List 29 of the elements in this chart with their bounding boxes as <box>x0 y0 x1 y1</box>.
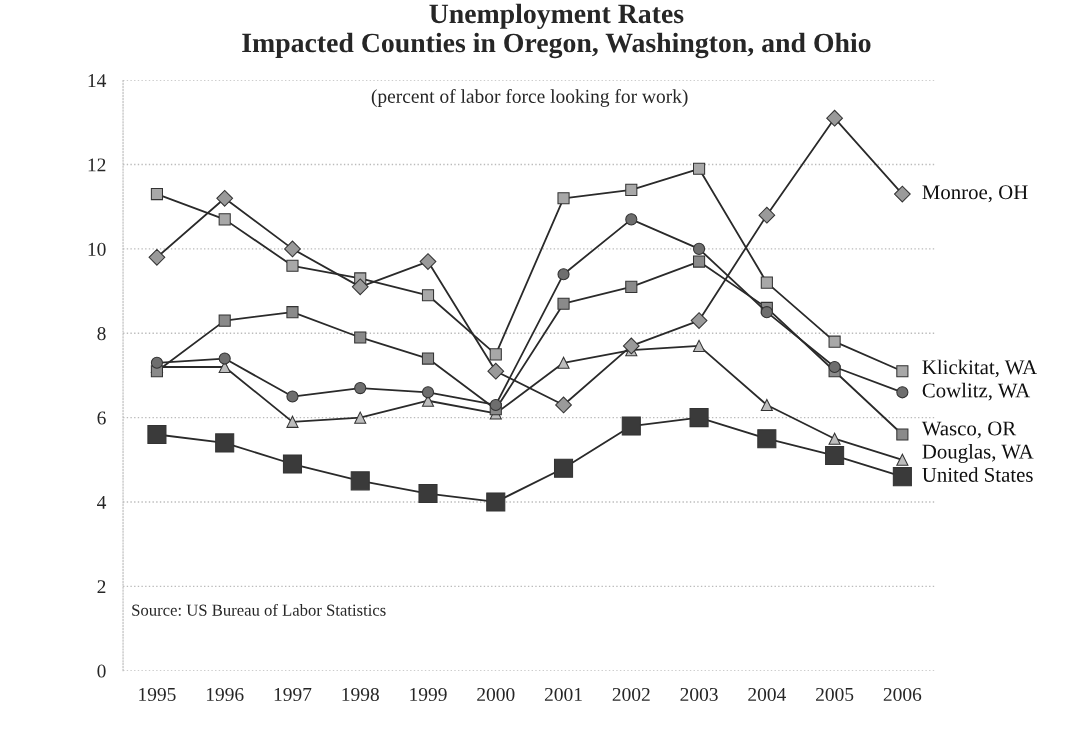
x-tick-label: 1996 <box>206 687 244 702</box>
x-tick-label: 1999 <box>410 687 447 702</box>
series-label: Cowlitz, WA <box>922 382 1031 401</box>
y-tick-label: 8 <box>97 327 106 341</box>
y-tick-label: 10 <box>88 242 106 256</box>
chart-title: Unemployment Rates Impacted Counties in Oregon, Washington, and Ohio <box>242 3 871 59</box>
y-tick-label: 2 <box>97 580 106 594</box>
x-tick-label: 2000 <box>477 687 515 702</box>
y-tick-label: 6 <box>97 411 106 425</box>
x-tick-label: 1995 <box>139 687 176 702</box>
series-label: United States <box>922 467 1033 482</box>
series-label: Klickitat, WA <box>922 359 1037 378</box>
x-tick-label: 2001 <box>544 687 582 702</box>
series-label: Douglas, WA <box>922 443 1034 463</box>
x-tick-label: 1997 <box>274 687 312 702</box>
y-tick-label: 0 <box>97 664 106 678</box>
y-tick-label: 12 <box>88 158 106 172</box>
x-tick-label: 2004 <box>748 687 786 702</box>
x-tick-label: 1998 <box>342 687 379 702</box>
x-tick-label: 2002 <box>612 687 650 702</box>
series-label: Wasco, OR <box>921 421 1017 439</box>
x-tick-label: 2005 <box>816 687 854 702</box>
y-tick-label: 14 <box>88 74 107 87</box>
series-label: Monroe, OH <box>922 185 1028 203</box>
y-tick-label: 4 <box>97 495 107 509</box>
annotation: Source: US Bureau of Labor Statistics <box>132 603 386 616</box>
x-tick-label: 2006 <box>883 687 922 702</box>
x-tick-label: 2003 <box>680 687 718 702</box>
chart-subtitle: (percent of labor force looking for work) <box>371 89 688 107</box>
